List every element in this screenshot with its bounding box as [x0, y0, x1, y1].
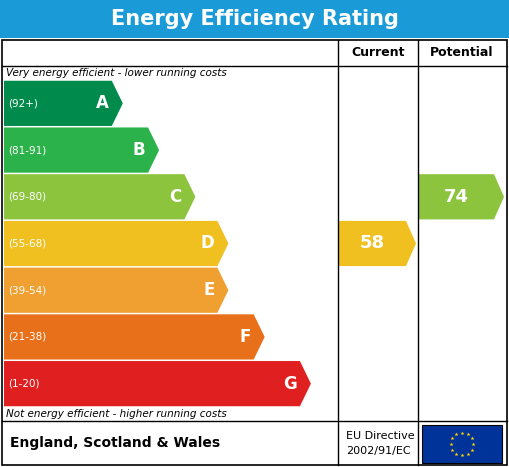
- Text: (55-68): (55-68): [8, 239, 46, 248]
- Polygon shape: [419, 174, 504, 219]
- Text: D: D: [201, 234, 214, 253]
- Text: (1-20): (1-20): [8, 379, 40, 389]
- Text: B: B: [132, 141, 145, 159]
- Polygon shape: [339, 221, 416, 266]
- Polygon shape: [4, 314, 265, 360]
- Text: England, Scotland & Wales: England, Scotland & Wales: [10, 436, 220, 450]
- Text: 58: 58: [360, 234, 385, 253]
- Bar: [422, 425, 502, 463]
- Text: Potential: Potential: [430, 47, 494, 59]
- Polygon shape: [4, 268, 229, 313]
- Text: Not energy efficient - higher running costs: Not energy efficient - higher running co…: [6, 409, 227, 419]
- Text: C: C: [169, 188, 181, 206]
- Text: EU Directive: EU Directive: [346, 432, 415, 441]
- Text: A: A: [96, 94, 109, 113]
- Text: E: E: [203, 281, 214, 299]
- Text: G: G: [283, 375, 297, 393]
- Text: 74: 74: [444, 188, 469, 206]
- Text: Current: Current: [351, 47, 405, 59]
- Polygon shape: [4, 361, 311, 406]
- Text: 2002/91/EC: 2002/91/EC: [346, 446, 411, 456]
- Text: Very energy efficient - lower running costs: Very energy efficient - lower running co…: [6, 68, 227, 78]
- Text: (21-38): (21-38): [8, 332, 46, 342]
- Text: (81-91): (81-91): [8, 145, 46, 155]
- Polygon shape: [4, 81, 123, 126]
- Bar: [0, 0, 509, 38]
- Text: F: F: [239, 328, 251, 346]
- Polygon shape: [4, 174, 195, 219]
- Text: (92+): (92+): [8, 99, 38, 108]
- Text: (39-54): (39-54): [8, 285, 46, 295]
- Text: Energy Efficiency Rating: Energy Efficiency Rating: [110, 9, 399, 29]
- Polygon shape: [4, 221, 229, 266]
- Polygon shape: [4, 127, 159, 173]
- Text: (69-80): (69-80): [8, 192, 46, 202]
